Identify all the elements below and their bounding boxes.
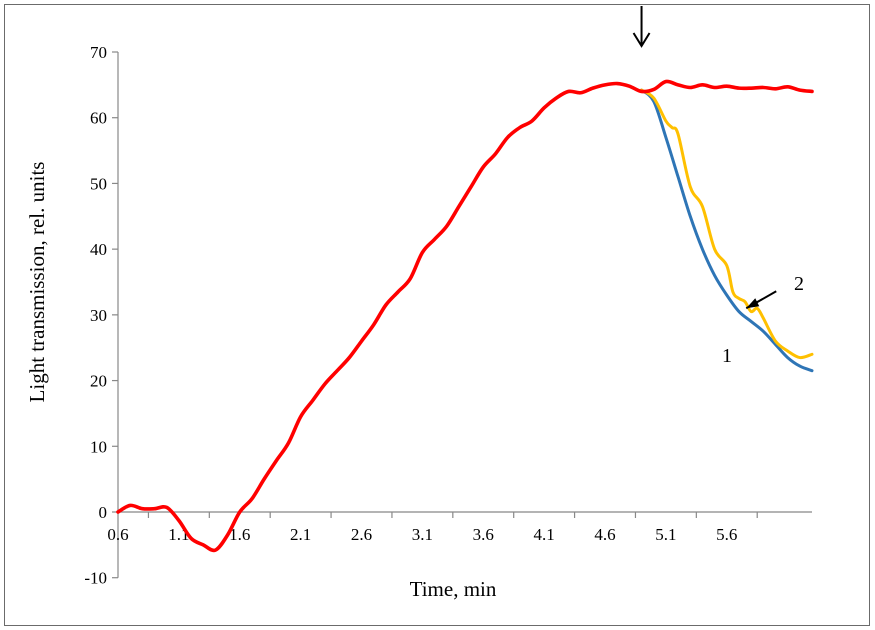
arrow-diagonal-icon [745,290,777,310]
y-ticks: 70 60 50 40 30 20 10 0 -10 [84,43,118,588]
x-tick-label: 2.1 [290,525,311,544]
x-tick-label: 1.6 [229,525,250,544]
y-tick-label: 10 [90,437,107,456]
x-tick-label: 0.6 [107,525,128,544]
series-layer [116,79,814,553]
axes [117,52,812,578]
series-2-label: 2 [794,273,804,295]
x-tick-label: 4.1 [534,525,555,544]
x-ticks: 0.6 1.1 1.6 2.1 2.6 3.1 3.6 4.1 4.6 5.1 5.6 [107,512,758,544]
y-axis-title: Light transmission, rel. units [25,162,49,403]
x-tick-label: 3.1 [412,525,433,544]
x-tick-label: 2.6 [351,525,372,544]
series-1-label: 1 [722,345,732,367]
y-tick-label: 50 [90,174,107,193]
arrow-down-icon [632,6,651,48]
y-tick-label: 70 [90,43,107,62]
x-axis-title: Time, min [410,577,497,601]
y-tick-label: 60 [90,109,107,128]
y-tick-label: 40 [90,240,107,259]
x-tick-label: 4.6 [594,525,615,544]
x-tick-label: 5.1 [655,525,676,544]
y-tick-label: 0 [99,503,108,522]
y-tick-label: 30 [90,306,107,325]
x-tick-label: 3.6 [473,525,494,544]
x-tick-label: 5.6 [716,525,737,544]
y-tick-label: 20 [90,372,107,391]
series-line-1 [640,88,814,373]
annotations: 1 2 [632,6,804,367]
series-line-red [116,79,814,553]
series-line-2 [640,88,814,360]
y-tick-label: -10 [84,569,107,588]
chart-frame [4,4,870,626]
